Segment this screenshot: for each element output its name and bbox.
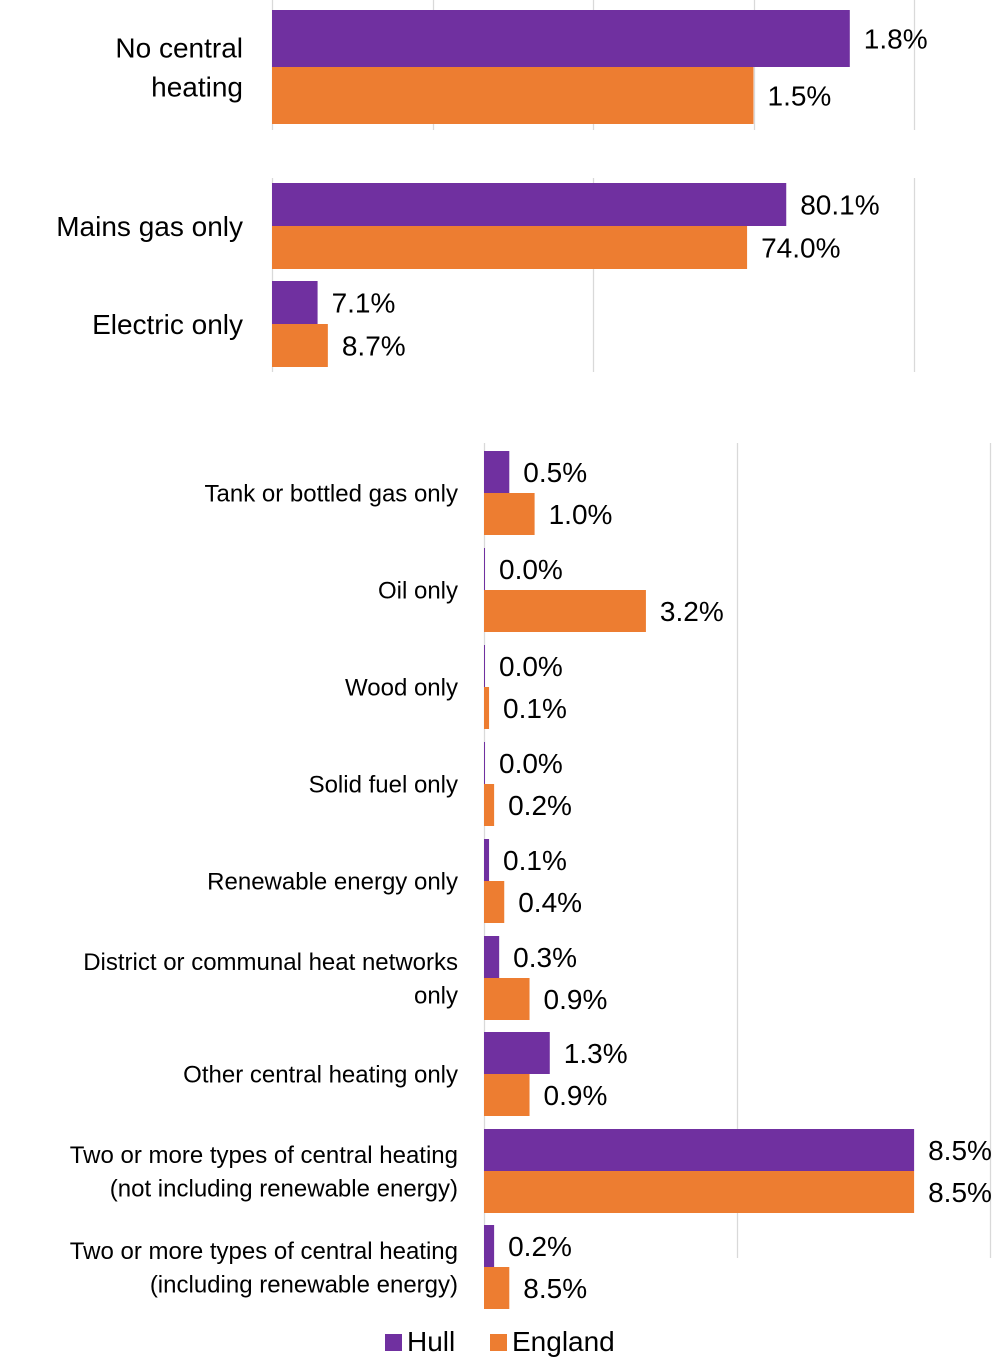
bar-england: [484, 978, 530, 1020]
bar-hull: [484, 742, 485, 784]
category-label: District or communal heat networks: [83, 949, 458, 976]
data-label-england: 8.5%: [928, 1177, 992, 1208]
legend-label-hull: Hull: [407, 1326, 455, 1357]
legend-swatch-hull: [385, 1334, 402, 1351]
data-label-england: 8.7%: [342, 331, 406, 362]
category-label: Wood only: [345, 675, 458, 702]
data-label-england: 74.0%: [761, 233, 840, 264]
bar-hull: [484, 1225, 495, 1267]
data-label-hull: 7.1%: [332, 288, 396, 319]
data-label-hull: 0.0%: [499, 554, 563, 585]
bar-hull: [484, 1032, 550, 1074]
legend-swatch-england: [490, 1334, 507, 1351]
data-label-hull: 8.5%: [928, 1135, 992, 1166]
bar-england: [484, 784, 495, 826]
data-label-hull: 0.3%: [513, 942, 577, 973]
chart-panel-2: 80.1% 74.0% Mains gas only 7.1% 8.7% Electric…: [56, 178, 916, 372]
category-label: Renewable energy only: [207, 869, 458, 896]
category-label: Tank or bottled gas only: [205, 481, 459, 508]
data-label-england: 0.9%: [544, 984, 608, 1015]
data-label-hull: 1.8%: [864, 24, 928, 55]
bar-england: [272, 324, 328, 367]
data-label-england: 3.2%: [660, 596, 724, 627]
category-label: (including renewable energy): [150, 1271, 458, 1298]
bar-hull: [484, 839, 490, 881]
data-label-hull: 0.2%: [508, 1231, 572, 1262]
bar-hull: [484, 451, 510, 493]
category-label: heating: [151, 72, 243, 103]
bar-england: [484, 493, 535, 535]
data-label-england: 8.5%: [523, 1273, 587, 1304]
bar-hull: [484, 645, 485, 687]
bar-england: [484, 590, 646, 632]
category-label: Two or more types of central heating: [70, 1142, 458, 1169]
data-label-hull: 0.5%: [523, 457, 587, 488]
data-label-england: 0.2%: [508, 790, 572, 821]
chart-panel-1: 1.8% 1.5% No central heating: [115, 0, 928, 130]
bar-hull: [484, 548, 485, 590]
legend-label-england: England: [512, 1326, 615, 1357]
category-label: Mains gas only: [56, 211, 243, 242]
bar-england: [484, 1171, 915, 1213]
bar-hull: [272, 10, 850, 67]
bar-hull: [484, 1129, 915, 1171]
category-label: Electric only: [92, 309, 243, 340]
bar-england: [272, 67, 754, 124]
data-label-hull: 0.1%: [503, 845, 567, 876]
chart-panel-3: 0.5% 1.0% Tank or bottled gas only 0.0% 3.2%…: [70, 443, 992, 1309]
category-label: (not including renewable energy): [110, 1175, 458, 1202]
data-label-england: 1.0%: [549, 499, 613, 530]
bar-england: [484, 1074, 530, 1116]
bar-hull: [272, 183, 787, 226]
bar-england: [484, 687, 490, 729]
category-label: Solid fuel only: [309, 772, 458, 799]
bar-hull: [484, 936, 500, 978]
bar-england: [484, 1267, 510, 1309]
category-label: No central: [115, 32, 243, 63]
data-label-england: 1.5%: [768, 81, 832, 112]
bar-england: [272, 226, 748, 269]
category-label: Two or more types of central heating: [70, 1238, 458, 1265]
data-label-hull: 80.1%: [800, 190, 879, 221]
bar-england: [484, 881, 505, 923]
data-label-hull: 1.3%: [564, 1038, 628, 1069]
category-label: Oil only: [378, 578, 458, 605]
data-label-england: 0.4%: [518, 887, 582, 918]
legend: Hull England: [385, 1326, 615, 1357]
category-label: Other central heating only: [183, 1062, 458, 1089]
data-label-hull: 0.0%: [499, 748, 563, 779]
bar-hull: [272, 281, 318, 324]
category-label: only: [414, 982, 458, 1009]
data-label-england: 0.9%: [544, 1080, 608, 1111]
data-label-england: 0.1%: [503, 693, 567, 724]
data-label-hull: 0.0%: [499, 651, 563, 682]
